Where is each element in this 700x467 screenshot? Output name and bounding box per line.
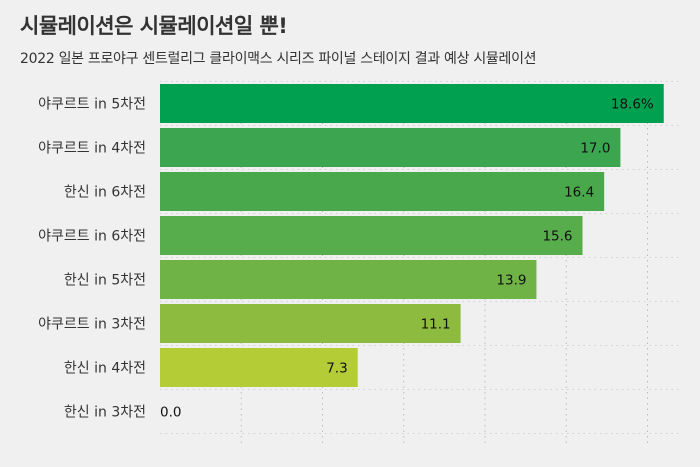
data-label: 7.3: [326, 361, 347, 377]
bar: [160, 216, 583, 255]
data-label: 17.0: [580, 141, 610, 157]
category-label: 한신 in 5차전: [64, 273, 146, 289]
category-label: 한신 in 3차전: [64, 405, 146, 421]
category-label: 야쿠르트 in 5차전: [38, 97, 146, 113]
category-label: 야쿠르트 in 6차전: [38, 229, 146, 245]
bar: [160, 84, 664, 123]
category-label: 한신 in 4차전: [64, 361, 146, 377]
chart-title: 시뮬레이션은 시뮬레이션일 뿐!: [20, 14, 288, 38]
chart-subtitle: 2022 일본 프로야구 센트럴리그 클라이맥스 시리즈 파이널 스테이지 결과…: [20, 51, 537, 67]
bar: [160, 348, 358, 387]
bar: [160, 304, 461, 343]
data-label: 13.9: [496, 273, 526, 289]
category-label: 야쿠르트 in 3차전: [38, 317, 146, 333]
bar: [160, 260, 537, 299]
data-label: 16.4: [564, 185, 594, 201]
category-label: 한신 in 6차전: [64, 185, 146, 201]
data-label: 18.6%: [611, 97, 654, 113]
data-label: 0.0: [160, 405, 181, 421]
data-label: 11.1: [421, 317, 451, 333]
category-label: 야쿠르트 in 4차전: [38, 141, 146, 157]
data-label: 15.6: [542, 229, 572, 245]
bar: [160, 172, 605, 211]
bar: [160, 128, 621, 167]
